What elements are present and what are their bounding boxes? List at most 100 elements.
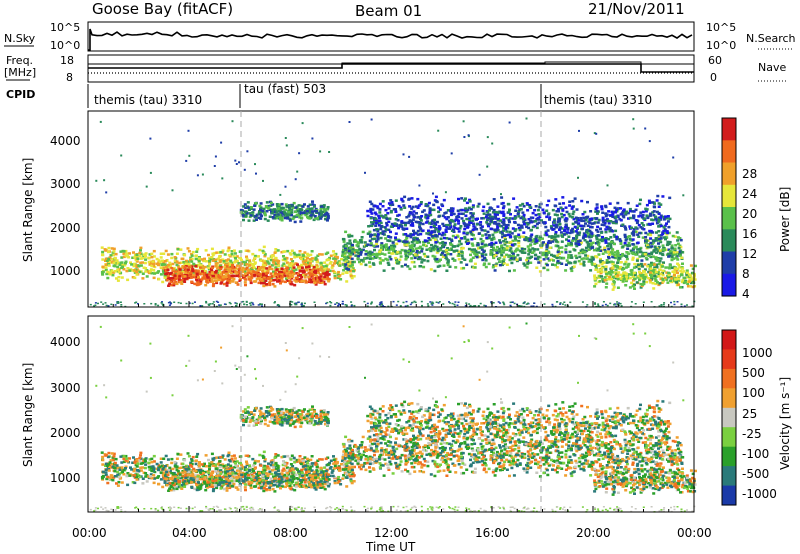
power-cell — [230, 279, 234, 283]
power-cell — [405, 240, 409, 243]
velocity-cell — [145, 480, 149, 483]
power-cell — [600, 223, 604, 226]
power-cell — [296, 273, 300, 277]
power-cell — [555, 226, 559, 229]
power-cell — [387, 248, 391, 252]
power-cell — [515, 258, 519, 261]
power-cell — [201, 268, 205, 271]
power-cell — [234, 271, 238, 274]
power-cell — [284, 280, 287, 284]
power-cell — [376, 206, 380, 210]
power-cell — [188, 154, 191, 157]
power-cell — [623, 225, 627, 228]
power-cell — [436, 265, 440, 268]
power-cell — [648, 271, 652, 274]
power-cell — [552, 259, 555, 262]
power-cell — [384, 228, 388, 231]
power-cell — [439, 237, 443, 240]
power-cell — [551, 305, 554, 308]
power-cell — [285, 279, 289, 282]
power-cell — [334, 252, 338, 256]
power-cell — [154, 303, 157, 305]
power-cell — [506, 223, 510, 227]
power-cell — [615, 305, 618, 308]
power-cell — [305, 209, 309, 213]
power-cell — [223, 303, 226, 305]
power-cell — [298, 250, 302, 253]
power-cell — [596, 234, 600, 237]
power-cell — [105, 191, 108, 194]
power-cell — [673, 300, 676, 303]
power-cell — [432, 224, 436, 228]
power-cell — [274, 248, 278, 251]
power-cell — [394, 238, 398, 241]
power-cell — [557, 249, 560, 252]
power-cell — [229, 271, 233, 275]
power-cell — [160, 302, 163, 304]
power-cell — [593, 285, 597, 288]
power-cell — [286, 217, 290, 220]
power-cell — [638, 214, 642, 217]
power-cell — [606, 244, 610, 248]
power-cell — [317, 215, 321, 219]
power-cell — [609, 240, 613, 244]
power-cell — [370, 212, 374, 215]
power-cell — [357, 251, 361, 255]
power-cell — [141, 261, 144, 264]
power-cell — [385, 217, 389, 221]
power-cell — [213, 251, 217, 255]
power-cell — [680, 280, 684, 284]
power-cell — [691, 271, 695, 275]
power-cell — [522, 205, 526, 208]
power-cell — [516, 223, 520, 227]
power-cell — [444, 250, 448, 253]
power-cell — [178, 272, 182, 275]
power-cell — [619, 242, 623, 245]
power-cell — [292, 270, 296, 273]
power-cell — [201, 173, 204, 176]
power-cell — [207, 303, 210, 306]
power-cell — [262, 266, 266, 269]
power-cell — [493, 222, 497, 225]
power-cell — [259, 303, 262, 306]
power-cell — [402, 204, 406, 207]
power-cell — [491, 217, 495, 220]
power-cell — [257, 216, 261, 219]
power-cell — [503, 247, 506, 251]
power-cell — [126, 278, 130, 282]
power-cell — [317, 268, 321, 271]
power-cell — [641, 254, 645, 258]
power-cell — [247, 271, 251, 274]
power-cell — [228, 281, 232, 285]
power-cell — [457, 230, 461, 233]
power-cell — [287, 212, 291, 216]
power-cell — [619, 277, 623, 280]
power-cell — [116, 261, 120, 265]
power-cell — [644, 236, 648, 239]
power-cell — [605, 213, 609, 216]
power-cell — [616, 303, 619, 305]
power-cell — [497, 217, 501, 221]
power-cell — [165, 265, 169, 269]
power-cell — [657, 220, 661, 223]
power-cell — [415, 212, 418, 215]
power-cell — [126, 267, 130, 270]
power-cell — [342, 240, 346, 243]
power-cell — [227, 274, 231, 277]
power-cell — [207, 266, 211, 269]
power-cell — [186, 260, 190, 263]
power-cell — [349, 273, 353, 276]
power-cell — [307, 208, 311, 212]
power-cell — [498, 224, 502, 228]
power-cell — [428, 238, 432, 241]
power-cell — [527, 247, 531, 251]
power-cell — [545, 253, 549, 256]
power-cell — [645, 239, 649, 242]
power-cell — [233, 261, 237, 264]
power-cell — [249, 304, 252, 306]
power-cell — [288, 204, 292, 207]
power-cell — [288, 208, 292, 211]
power-cell — [175, 260, 179, 263]
power-cell — [621, 211, 625, 214]
power-cell — [341, 303, 344, 305]
